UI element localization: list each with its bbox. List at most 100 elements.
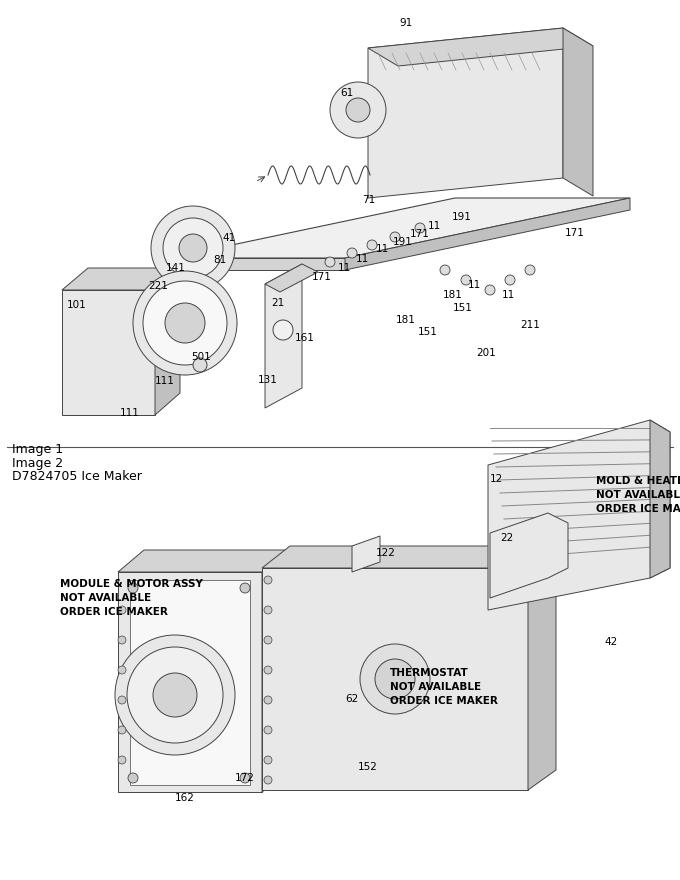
Polygon shape <box>262 568 528 790</box>
Polygon shape <box>368 28 593 66</box>
Text: 172: 172 <box>235 773 255 783</box>
Circle shape <box>118 726 126 734</box>
Text: 181: 181 <box>396 315 416 325</box>
Polygon shape <box>262 546 556 568</box>
Circle shape <box>151 206 235 290</box>
Text: MODULE & MOTOR ASSY
NOT AVAILABLE
ORDER ICE MAKER: MODULE & MOTOR ASSY NOT AVAILABLE ORDER … <box>60 579 203 617</box>
Polygon shape <box>188 221 198 248</box>
Text: 71: 71 <box>362 195 375 205</box>
Polygon shape <box>265 264 318 292</box>
Circle shape <box>179 234 207 262</box>
Circle shape <box>440 265 450 275</box>
Circle shape <box>127 647 223 743</box>
Circle shape <box>240 583 250 593</box>
Text: 62: 62 <box>345 694 358 704</box>
Text: 162: 162 <box>175 793 195 803</box>
Text: 131: 131 <box>258 375 278 385</box>
Circle shape <box>375 659 415 699</box>
Text: THERMOSTAT
NOT AVAILABLE
ORDER ICE MAKER: THERMOSTAT NOT AVAILABLE ORDER ICE MAKER <box>390 668 498 706</box>
Text: 11: 11 <box>376 244 389 254</box>
Text: 151: 151 <box>418 327 438 337</box>
Text: 101: 101 <box>67 300 87 310</box>
Polygon shape <box>62 290 155 415</box>
Text: 11: 11 <box>428 221 441 231</box>
Text: 211: 211 <box>520 320 540 330</box>
Text: 41: 41 <box>222 233 235 243</box>
Text: 11: 11 <box>502 290 515 300</box>
Circle shape <box>264 606 272 614</box>
Polygon shape <box>490 513 568 598</box>
Polygon shape <box>528 546 556 790</box>
Polygon shape <box>169 695 181 737</box>
Text: 152: 152 <box>358 762 378 772</box>
Circle shape <box>118 636 126 644</box>
Circle shape <box>264 756 272 764</box>
Text: 11: 11 <box>468 280 481 290</box>
Polygon shape <box>130 580 250 785</box>
Polygon shape <box>193 243 220 253</box>
Text: 171: 171 <box>312 272 332 282</box>
Circle shape <box>264 696 272 704</box>
Polygon shape <box>345 198 630 270</box>
Circle shape <box>390 232 400 242</box>
Text: 111: 111 <box>120 408 140 418</box>
Circle shape <box>118 756 126 764</box>
Text: 122: 122 <box>376 548 396 558</box>
Text: 141: 141 <box>166 263 186 273</box>
Text: 81: 81 <box>213 255 226 265</box>
Circle shape <box>264 776 272 784</box>
Polygon shape <box>563 28 593 196</box>
Text: 161: 161 <box>295 333 315 343</box>
Circle shape <box>264 666 272 674</box>
Circle shape <box>264 576 272 584</box>
Polygon shape <box>650 420 670 578</box>
Circle shape <box>325 257 335 267</box>
Circle shape <box>153 673 197 717</box>
Text: 191: 191 <box>452 212 472 222</box>
Text: Image 1: Image 1 <box>12 443 63 456</box>
Text: 501: 501 <box>191 352 211 362</box>
Text: 171: 171 <box>410 229 430 239</box>
Text: D7824705 Ice Maker: D7824705 Ice Maker <box>12 470 142 483</box>
Circle shape <box>163 218 223 278</box>
Circle shape <box>193 358 207 372</box>
Polygon shape <box>262 550 288 792</box>
Text: 61: 61 <box>340 88 353 98</box>
Circle shape <box>346 98 370 122</box>
Circle shape <box>115 635 235 755</box>
Text: 201: 201 <box>476 348 496 358</box>
Circle shape <box>367 240 377 250</box>
Circle shape <box>415 223 425 233</box>
Circle shape <box>143 281 227 365</box>
Text: 11: 11 <box>338 263 352 273</box>
Circle shape <box>118 696 126 704</box>
Text: 12: 12 <box>490 474 503 484</box>
Polygon shape <box>265 264 302 408</box>
Circle shape <box>505 275 515 285</box>
Text: 181: 181 <box>443 290 463 300</box>
Text: 111: 111 <box>155 376 175 386</box>
Circle shape <box>133 271 237 375</box>
Circle shape <box>128 773 138 783</box>
Polygon shape <box>170 258 345 270</box>
Text: 151: 151 <box>453 303 473 313</box>
Text: MOLD & HEATER ASSY
NOT AVAILABLE
ORDER ICE MAKER: MOLD & HEATER ASSY NOT AVAILABLE ORDER I… <box>596 476 680 514</box>
Circle shape <box>461 275 471 285</box>
Circle shape <box>264 636 272 644</box>
Text: 11: 11 <box>356 254 369 264</box>
Text: 21: 21 <box>271 298 284 308</box>
Circle shape <box>360 644 430 714</box>
Text: 171: 171 <box>565 228 585 238</box>
Polygon shape <box>352 536 380 572</box>
Polygon shape <box>166 243 193 253</box>
Circle shape <box>118 666 126 674</box>
Polygon shape <box>169 653 181 695</box>
Circle shape <box>264 726 272 734</box>
Polygon shape <box>368 28 563 198</box>
Text: 42: 42 <box>604 637 617 647</box>
Text: 191: 191 <box>393 237 413 247</box>
Polygon shape <box>62 268 180 290</box>
Circle shape <box>118 606 126 614</box>
Circle shape <box>485 285 495 295</box>
Polygon shape <box>133 689 175 701</box>
